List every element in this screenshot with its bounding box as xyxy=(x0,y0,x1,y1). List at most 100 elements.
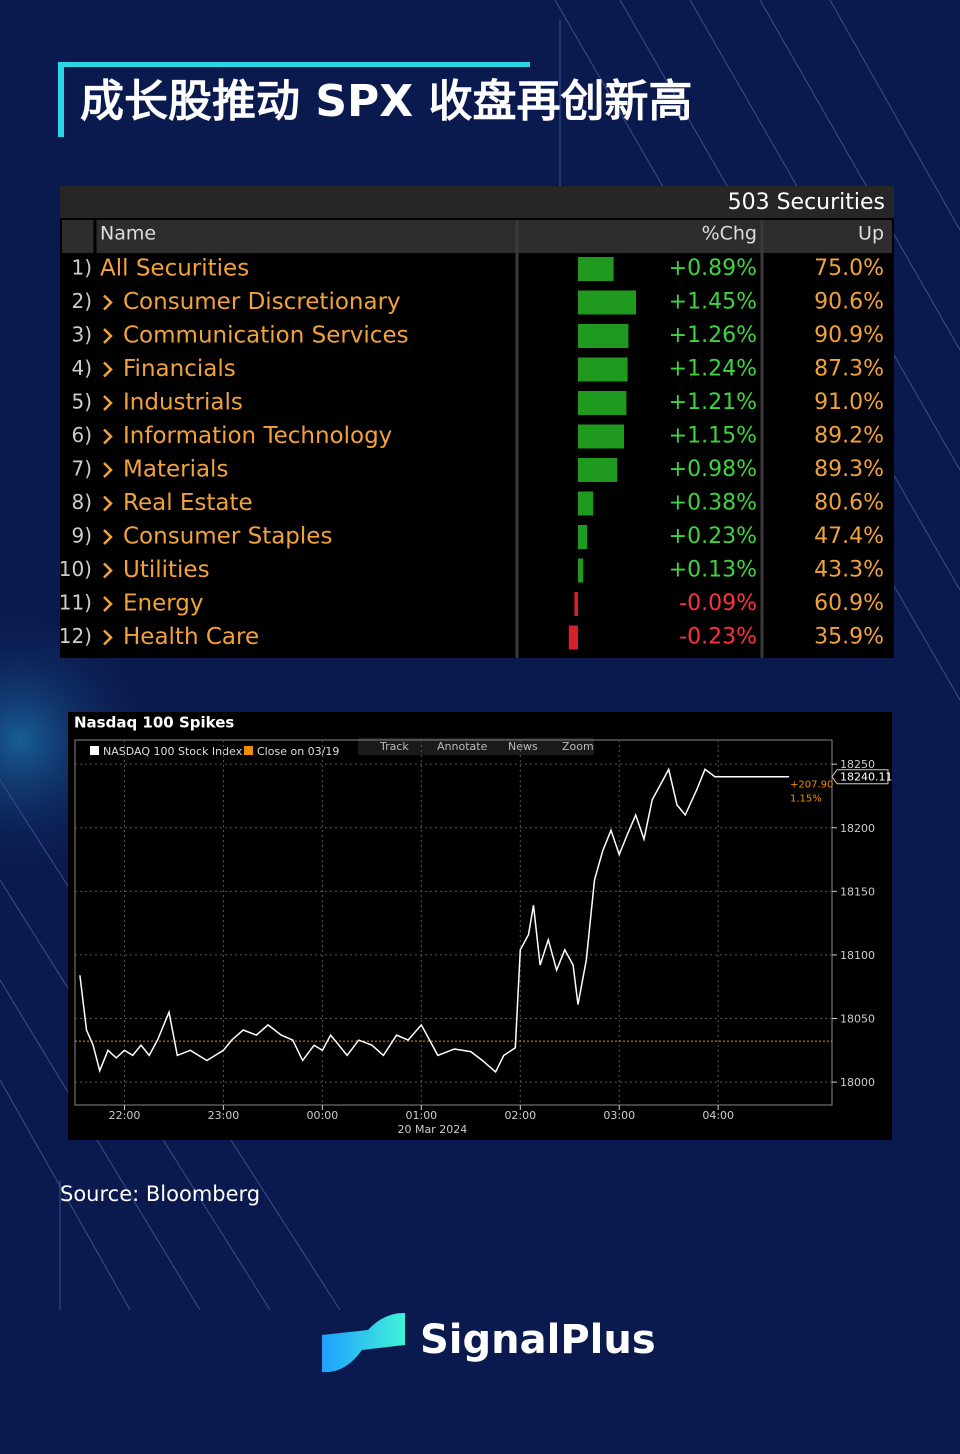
chg-bar xyxy=(578,290,636,315)
row-name: Information Technology xyxy=(123,423,392,449)
row-name: Materials xyxy=(123,457,228,483)
change-pct-label: 1.15% xyxy=(790,794,822,805)
x-tick-label: 02:00 xyxy=(504,1109,536,1122)
row-name: Industrials xyxy=(123,390,243,416)
x-tick-label: 22:00 xyxy=(109,1109,141,1122)
row-number: 3) xyxy=(71,323,92,347)
row-number: 5) xyxy=(71,390,92,414)
up-label: 89.3% xyxy=(814,457,884,482)
up-label: 75.0% xyxy=(814,256,884,281)
row-name: Consumer Discretionary xyxy=(123,289,401,315)
logo-icon xyxy=(322,1312,405,1373)
expand-icon xyxy=(103,361,113,378)
legend-label: Close on 03/19 xyxy=(257,745,339,758)
change-label: +207.90 xyxy=(790,780,833,791)
last-price-label: 18240.11 xyxy=(840,771,893,784)
column-header: %Chg xyxy=(702,223,757,245)
up-label: 43.3% xyxy=(814,558,884,583)
row-number: 7) xyxy=(71,457,92,481)
plot-frame xyxy=(74,739,833,1106)
count-label: 503 Securities xyxy=(728,190,885,215)
x-tick-label: 01:00 xyxy=(405,1109,437,1122)
up-label: 47.4% xyxy=(814,524,884,549)
chg-label: -0.23% xyxy=(679,625,757,650)
expand-icon xyxy=(103,294,113,311)
row-name: Energy xyxy=(123,591,204,617)
row-number: 12) xyxy=(59,624,92,648)
row-name: Utilities xyxy=(123,557,210,583)
date-label: 20 Mar 2024 xyxy=(397,1123,467,1136)
row-name: Financials xyxy=(123,356,236,382)
page-title: 成长股推动 SPX 收盘再创新高 xyxy=(80,76,693,127)
chg-label: +1.45% xyxy=(669,290,757,315)
expand-icon xyxy=(103,629,113,646)
row-number: 6) xyxy=(71,423,92,447)
row-name: Communication Services xyxy=(123,323,409,349)
chg-label: +1.21% xyxy=(669,390,757,415)
row-name: Real Estate xyxy=(123,490,253,516)
up-label: 90.6% xyxy=(814,290,884,315)
price-line xyxy=(79,767,790,1074)
chg-label: -0.09% xyxy=(679,591,757,616)
chg-bar xyxy=(578,458,618,482)
chg-label: +1.15% xyxy=(669,424,757,449)
chg-label: +0.89% xyxy=(669,256,757,281)
chg-bar xyxy=(578,357,628,382)
expand-icon xyxy=(103,328,113,344)
chg-label: +1.24% xyxy=(669,357,757,382)
up-label: 35.9% xyxy=(814,625,884,650)
chg-label: +0.98% xyxy=(669,457,757,482)
row-number: 2) xyxy=(71,289,92,313)
chg-bar xyxy=(578,324,629,348)
up-label: 87.3% xyxy=(814,357,884,382)
x-tick-label: 23:00 xyxy=(208,1109,240,1122)
expand-icon xyxy=(103,529,113,545)
row-number: 9) xyxy=(71,524,92,548)
toolbar-button[interactable]: Track xyxy=(379,740,409,753)
toolbar-button[interactable]: Annotate xyxy=(437,740,488,753)
chg-bar xyxy=(578,525,588,549)
row-name: Consumer Staples xyxy=(123,524,332,550)
toolbar-button[interactable]: Zoom xyxy=(562,740,594,753)
expand-icon xyxy=(103,562,113,579)
column-header: Up xyxy=(858,223,884,245)
table-header-bg xyxy=(60,186,894,218)
up-label: 80.6% xyxy=(814,491,884,516)
y-tick-label: 18100 xyxy=(840,949,875,962)
source: Source: Bloomberg xyxy=(60,1182,260,1206)
chg-bar xyxy=(578,491,594,516)
up-label: 91.0% xyxy=(814,390,884,415)
chg-bar xyxy=(574,592,578,616)
brand: SignalPlus xyxy=(420,1317,656,1363)
x-tick-label: 04:00 xyxy=(702,1109,734,1122)
chart-title: Nasdaq 100 Spikes xyxy=(74,714,234,732)
x-tick-label: 03:00 xyxy=(603,1109,635,1122)
col-header-bg xyxy=(62,220,892,253)
expand-icon xyxy=(103,495,113,512)
row-number: 11) xyxy=(59,591,92,615)
table-bg xyxy=(60,186,894,658)
expand-icon xyxy=(103,428,113,445)
up-label: 89.2% xyxy=(814,424,884,449)
chg-label: +0.23% xyxy=(669,524,757,549)
legend-swatch xyxy=(90,746,99,755)
row-name: All Securities xyxy=(100,256,249,282)
table: 503 Securities Name %Chg Up 1) All Securities… xyxy=(59,186,894,658)
legend-swatch xyxy=(244,746,253,755)
y-tick-label: 18000 xyxy=(840,1076,875,1089)
expand-icon xyxy=(103,596,113,612)
row-number: 1) xyxy=(71,256,92,280)
chg-bar xyxy=(578,558,584,583)
y-tick-label: 18050 xyxy=(840,1013,875,1026)
toolbar-bg xyxy=(358,738,594,755)
chg-label: +0.38% xyxy=(669,491,757,516)
up-label: 60.9% xyxy=(814,591,884,616)
chg-bar xyxy=(568,625,578,650)
chg-bar xyxy=(578,424,624,449)
chg-label: +1.26% xyxy=(669,323,757,348)
toolbar-button[interactable]: News xyxy=(508,740,538,753)
last-price-tag xyxy=(831,769,889,785)
chart-bg xyxy=(68,712,892,1140)
chart: Nasdaq 100 Spikes NASDAQ 100 Stock Index C… xyxy=(68,712,893,1140)
